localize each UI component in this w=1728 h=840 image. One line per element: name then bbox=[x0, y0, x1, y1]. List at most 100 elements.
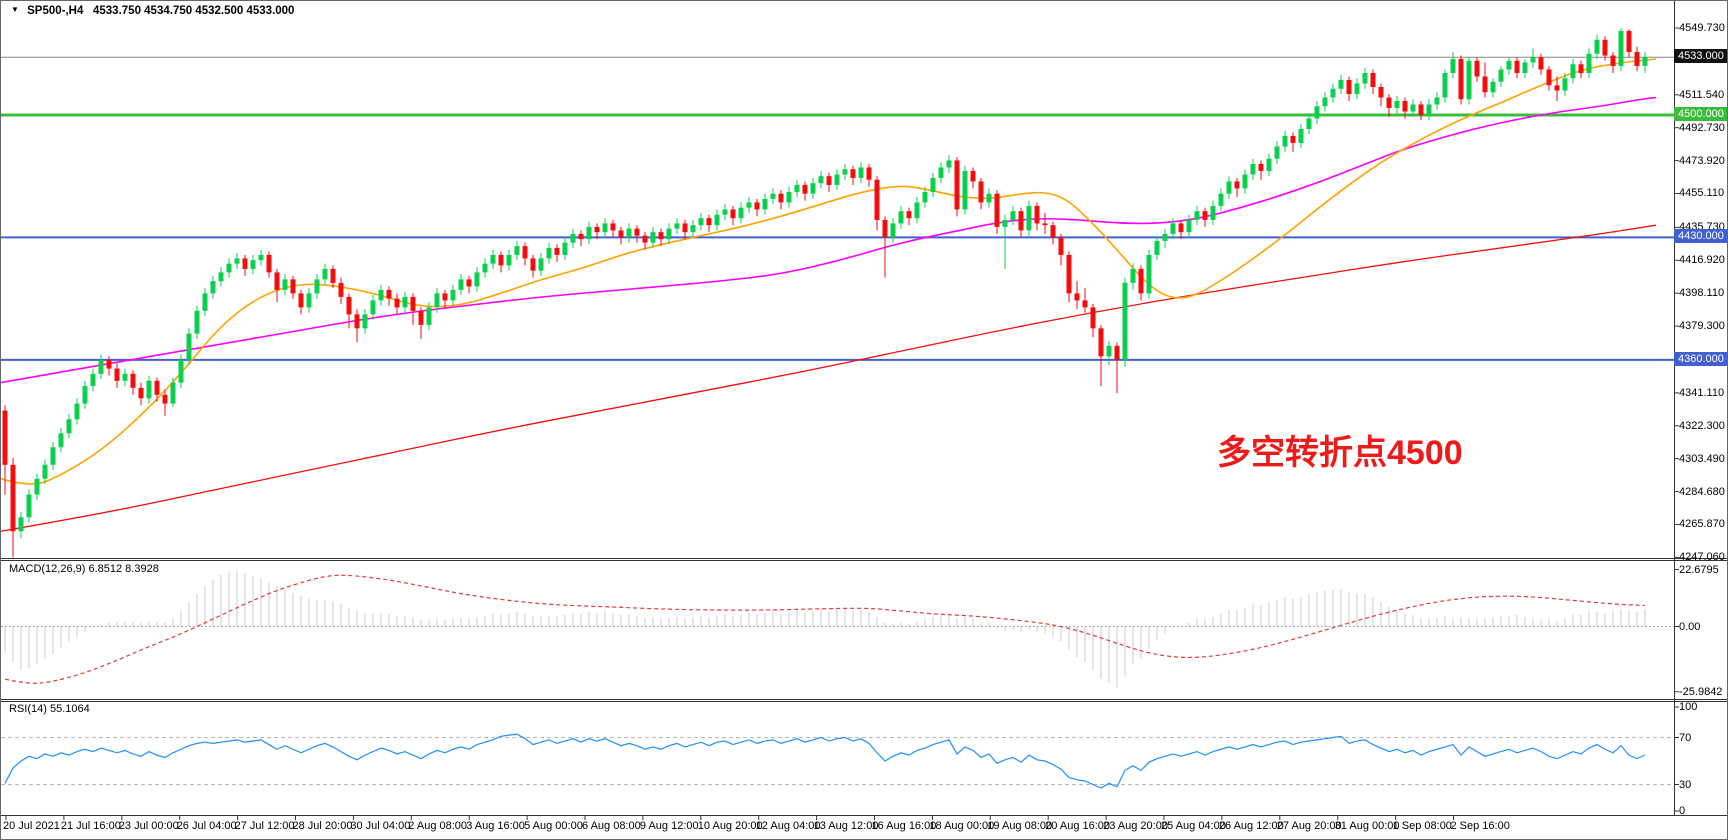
candle-body bbox=[890, 223, 896, 238]
time-axis-label[interactable]: 5 Aug 00:00 bbox=[524, 820, 583, 832]
candle-body bbox=[1466, 60, 1472, 100]
price-axis-label: 4492.730 bbox=[1679, 121, 1725, 134]
candle-body bbox=[298, 293, 304, 308]
candle-body bbox=[186, 333, 192, 360]
candle-body bbox=[610, 223, 616, 231]
candle-body bbox=[1626, 31, 1632, 53]
time-axis-label[interactable]: 20 Jul 2021 bbox=[3, 820, 60, 832]
candle-body bbox=[1426, 104, 1432, 115]
time-axis-label[interactable]: 28 Jul 20:00 bbox=[292, 820, 353, 832]
time-axis-label[interactable]: 18 Aug 00:00 bbox=[929, 820, 995, 832]
candle-body bbox=[1434, 97, 1440, 105]
candle-body bbox=[458, 279, 464, 290]
candle-body bbox=[730, 209, 736, 219]
candle-body bbox=[58, 433, 64, 448]
candle-body bbox=[1474, 60, 1480, 77]
ma-slow-line bbox=[1, 224, 1657, 532]
time-axis-label[interactable]: 16 Aug 16:00 bbox=[871, 820, 937, 832]
price-axis-label: 4416.920 bbox=[1679, 254, 1725, 267]
macd-axis-label: 0.00 bbox=[1679, 620, 1701, 633]
candle-body bbox=[66, 419, 72, 434]
candle-body bbox=[834, 174, 840, 185]
candle-body bbox=[354, 314, 360, 329]
candle-body bbox=[1146, 254, 1152, 294]
candle-body bbox=[522, 246, 528, 259]
candle-body bbox=[1506, 60, 1512, 70]
candle-body bbox=[1154, 240, 1160, 255]
time-axis-label[interactable]: 13 Aug 12:00 bbox=[813, 820, 879, 832]
candle-body bbox=[1490, 81, 1496, 93]
candle-body bbox=[986, 193, 992, 203]
candle-body bbox=[154, 380, 160, 395]
price-axis-label: 4549.730 bbox=[1679, 22, 1725, 34]
candle-body bbox=[402, 296, 408, 308]
candle-body bbox=[282, 279, 288, 290]
time-axis-label[interactable]: 30 Jul 04:00 bbox=[350, 820, 411, 832]
candle-body bbox=[1082, 300, 1088, 308]
candle-body bbox=[322, 268, 328, 280]
candle-body bbox=[530, 258, 536, 271]
time-axis-label[interactable]: 1 Sep 08:00 bbox=[1392, 820, 1452, 832]
ma-mid-line bbox=[1, 96, 1657, 384]
time-axis-label[interactable]: 25 Aug 04:00 bbox=[1161, 820, 1226, 832]
candle-body bbox=[1562, 78, 1568, 91]
time-axis-label[interactable]: 3 Aug 16:00 bbox=[466, 820, 525, 832]
time-axis-label[interactable]: 27 Aug 20:00 bbox=[1276, 820, 1342, 832]
candle-body bbox=[370, 300, 376, 315]
candle-body bbox=[882, 219, 888, 238]
candle-body bbox=[914, 202, 920, 219]
candle-body bbox=[482, 263, 488, 273]
candle-body bbox=[426, 307, 432, 325]
candle-body bbox=[434, 293, 440, 308]
candle-body bbox=[650, 232, 656, 243]
time-axis-label[interactable]: 20 Aug 16:00 bbox=[1045, 820, 1111, 832]
candle-body bbox=[474, 272, 480, 287]
time-axis-label[interactable]: 26 Aug 12:00 bbox=[1218, 820, 1284, 832]
time-axis-label[interactable]: 6 Aug 08:00 bbox=[582, 820, 641, 832]
time-axis-label[interactable]: 31 Aug 00:00 bbox=[1334, 820, 1400, 832]
ohlc-values-label: 4533.750 4534.750 4532.500 4533.000 bbox=[93, 5, 295, 17]
candle-body bbox=[554, 247, 560, 255]
candle-body bbox=[578, 233, 584, 240]
time-axis-label[interactable]: 10 Aug 20:00 bbox=[697, 820, 763, 832]
time-axis-label[interactable]: 9 Aug 12:00 bbox=[639, 820, 699, 832]
candle-body bbox=[1250, 163, 1256, 175]
time-axis-label[interactable]: 12 Aug 04:00 bbox=[755, 820, 821, 832]
candle-body bbox=[138, 387, 144, 399]
candle-body bbox=[706, 218, 712, 226]
time-axis-label[interactable]: 26 Jul 04:00 bbox=[176, 820, 237, 832]
price-axis-label: 4398.110 bbox=[1679, 287, 1725, 300]
candle-body bbox=[1586, 53, 1592, 74]
price-axis-label: 4284.680 bbox=[1679, 485, 1725, 498]
price-axis-label: 4511.540 bbox=[1679, 88, 1725, 101]
candle-body bbox=[1026, 205, 1032, 231]
chart-title: ▼ SP500-,H4 4533.750 4534.750 4532.500 4… bbox=[11, 5, 294, 17]
candle-body bbox=[1346, 79, 1352, 94]
candle-body bbox=[1074, 293, 1080, 301]
candle-body bbox=[418, 310, 424, 325]
time-axis-label[interactable]: 23 Aug 20:00 bbox=[1103, 820, 1168, 832]
candle-body bbox=[1210, 205, 1216, 220]
candle-body bbox=[1282, 135, 1288, 147]
price-axis-label: 4265.870 bbox=[1679, 518, 1725, 531]
time-axis-label[interactable]: 2 Sep 16:00 bbox=[1450, 820, 1510, 832]
candle-body bbox=[1042, 223, 1048, 226]
time-axis-label[interactable]: 23 Jul 00:00 bbox=[118, 820, 179, 832]
candle-body bbox=[1530, 57, 1536, 63]
rsi-axis-label: 30 bbox=[1679, 778, 1692, 791]
candle-body bbox=[274, 272, 280, 290]
time-axis-label[interactable]: 2 Aug 08:00 bbox=[408, 820, 468, 832]
candle-body bbox=[634, 228, 640, 236]
candle-body bbox=[106, 359, 112, 369]
symbol-timeframe-label: SP500-,H4 bbox=[27, 5, 84, 17]
dropdown-triangle-icon[interactable]: ▼ bbox=[11, 5, 19, 14]
time-axis-label[interactable]: 21 Jul 16:00 bbox=[60, 820, 121, 832]
candle-body bbox=[1034, 205, 1040, 224]
candle-body bbox=[146, 380, 152, 399]
candle-body bbox=[1322, 97, 1328, 107]
candle-body bbox=[1234, 181, 1240, 189]
candle-body bbox=[1338, 79, 1344, 89]
time-axis-label[interactable]: 27 Jul 12:00 bbox=[234, 820, 295, 832]
time-axis-label[interactable]: 19 Aug 08:00 bbox=[987, 820, 1053, 832]
